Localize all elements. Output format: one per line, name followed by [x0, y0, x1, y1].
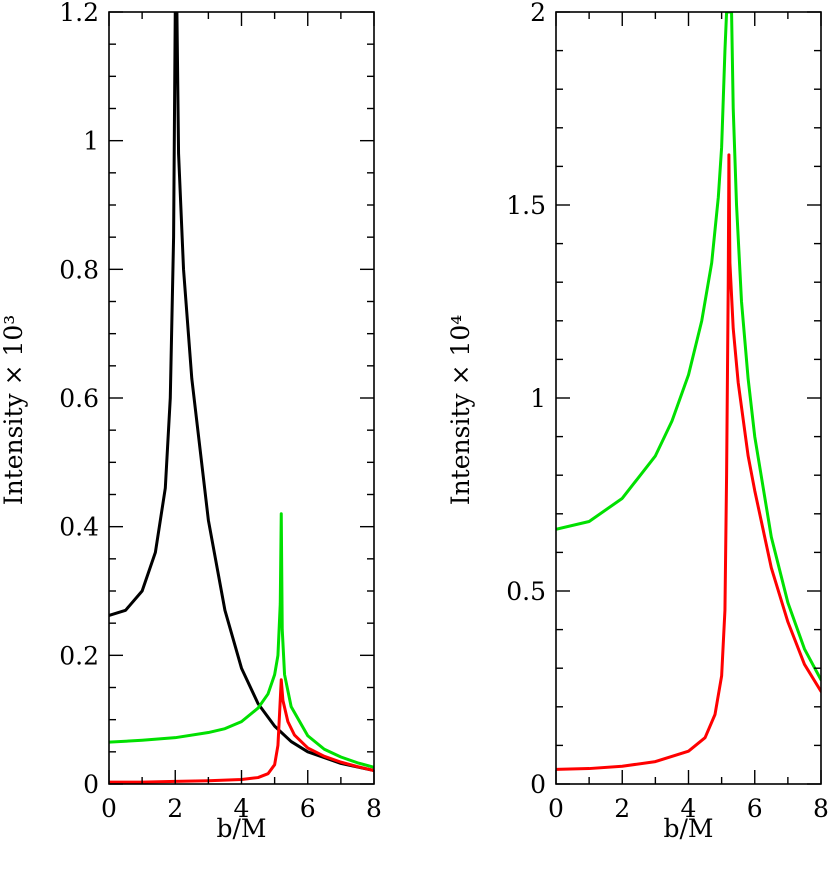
- series-line-2: [109, 678, 374, 784]
- y-tick-label: 0.8: [59, 255, 99, 284]
- plot-frame: [555, 11, 822, 785]
- curves: [109, 12, 374, 784]
- x-axis-label: b/M: [216, 814, 266, 843]
- x-tick-label: 0: [101, 794, 117, 823]
- x-tick-label: 6: [747, 794, 763, 823]
- y-tick-label: 1.2: [59, 0, 99, 27]
- y-tick-label: 0.2: [59, 641, 99, 670]
- series-line-1: [556, 153, 821, 771]
- y-tick-label: 1.5: [506, 191, 546, 220]
- y-tick-label: 1: [83, 127, 99, 156]
- series-line-0: [556, 12, 821, 682]
- x-tick-label: 6: [300, 794, 316, 823]
- series-line-1: [109, 512, 374, 769]
- x-tick-label: 8: [366, 794, 382, 823]
- y-tick-label: 2: [530, 0, 546, 27]
- y-tick-label: 0.4: [59, 513, 99, 542]
- x-tick-label: 2: [167, 794, 183, 823]
- x-tick-label: 4: [681, 794, 697, 823]
- x-tick-label: 0: [548, 794, 564, 823]
- y-tick-label: 0: [83, 770, 99, 799]
- y-tick-label: 0.5: [506, 577, 546, 606]
- y-axis-label: Intensity × 10⁴: [446, 315, 475, 506]
- x-tick-label: 2: [614, 794, 630, 823]
- series-line-0: [109, 12, 374, 772]
- curves: [556, 12, 821, 771]
- y-tick-label: 0.6: [59, 384, 99, 413]
- left-panel: 0 2 4 6 8 0 0.2 0.4 0.6 0.8 1 1.2 b/M Intensity × 10³: [0, 0, 382, 843]
- x-axis-label: b/M: [663, 814, 713, 843]
- y-tick-label: 0: [530, 770, 546, 799]
- y-tick-label: 1: [530, 384, 546, 413]
- x-tick-label: 8: [813, 794, 829, 823]
- right-panel: 0 2 4 6 8 0 0.5 1 1.5 2 b/M Intensity × 10⁴: [446, 0, 829, 843]
- x-tick-label: 4: [234, 794, 250, 823]
- y-axis-label: Intensity × 10³: [0, 315, 28, 506]
